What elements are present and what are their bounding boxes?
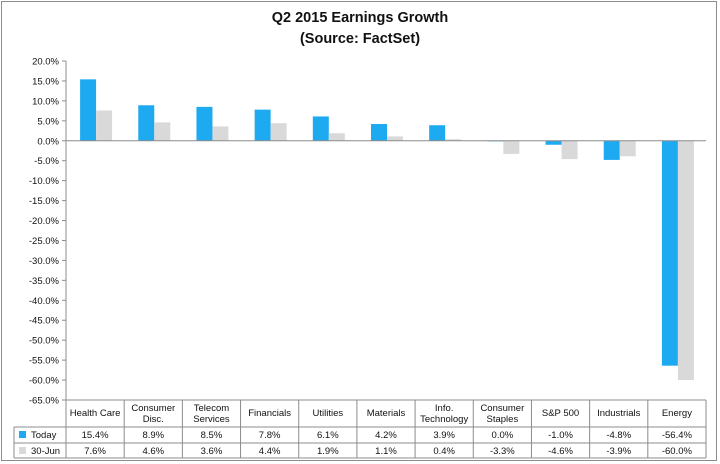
category-label: Industrials <box>597 408 641 419</box>
y-tick-label: 20.0% <box>32 57 59 68</box>
data-label: 7.6% <box>84 446 106 457</box>
data-label: 0.4% <box>433 446 455 457</box>
bar-today <box>196 106 213 141</box>
data-label: -60.0% <box>662 446 693 457</box>
bar-today <box>545 140 562 145</box>
y-tick-label: -10.0% <box>29 176 60 187</box>
chart-subtitle: (Source: FactSet) <box>299 31 421 47</box>
bar-30-jun <box>96 110 113 141</box>
data-label: 3.9% <box>433 430 455 441</box>
y-tick-label: -20.0% <box>29 216 60 227</box>
category-label: S&P 500 <box>542 408 579 419</box>
y-tick-label: -55.0% <box>29 356 60 367</box>
y-tick-label: -65.0% <box>29 396 60 407</box>
category-label: Telecom Services <box>193 403 230 425</box>
legend-label: Today <box>31 430 57 441</box>
y-tick-label: -60.0% <box>29 376 60 387</box>
data-label: 4.2% <box>375 430 397 441</box>
data-label: -1.0% <box>548 430 573 441</box>
data-label: 4.6% <box>142 446 164 457</box>
bar-30-jun <box>154 122 171 141</box>
legend-swatch <box>19 447 26 454</box>
bar-30-jun <box>387 136 403 141</box>
y-tick-label: -25.0% <box>29 236 60 247</box>
data-label: 8.9% <box>142 430 164 441</box>
bar-30-jun <box>561 140 578 160</box>
y-tick-label: 10.0% <box>32 96 59 107</box>
bar-today <box>254 109 271 141</box>
data-label: 15.4% <box>82 430 109 441</box>
data-label: 0.0% <box>492 430 514 441</box>
y-tick-label: -40.0% <box>29 296 60 307</box>
bar-30-jun <box>619 140 636 157</box>
data-label: 1.9% <box>317 446 339 457</box>
bar-today <box>80 79 97 141</box>
y-tick-label: -35.0% <box>29 276 60 287</box>
category-label: Info. Technology <box>420 403 468 425</box>
y-tick-label: -30.0% <box>29 256 60 267</box>
bar-30-jun <box>328 133 345 141</box>
category-label: Utilities <box>313 408 344 419</box>
bar-30-jun <box>445 139 462 141</box>
y-tick-label: 0.0% <box>37 136 59 147</box>
bar-30-jun <box>212 126 229 141</box>
category-label: Energy <box>662 408 692 419</box>
category-label: Health Care <box>70 408 121 419</box>
legend-swatch <box>19 431 26 438</box>
bar-today <box>661 140 678 366</box>
data-label: 3.6% <box>201 446 223 457</box>
y-tick-label: 5.0% <box>37 116 59 127</box>
bar-today <box>138 105 155 141</box>
bar-today <box>312 116 329 141</box>
data-label: 8.5% <box>201 430 223 441</box>
data-label: -56.4% <box>662 430 693 441</box>
legend-label: 30-Jun <box>31 446 60 457</box>
y-tick-label: -15.0% <box>29 196 60 207</box>
chart-title: Q2 2015 Earnings Growth <box>271 10 449 26</box>
y-tick-label: -5.0% <box>34 156 59 167</box>
bar-30-jun <box>503 140 520 154</box>
y-tick-label: -50.0% <box>29 336 60 347</box>
category-label: Consumer Staples <box>480 403 524 425</box>
data-label: 4.4% <box>259 446 281 457</box>
data-label: -4.6% <box>548 446 573 457</box>
bar-30-jun <box>270 123 287 141</box>
bar-today <box>371 124 387 141</box>
category-label: Financials <box>248 408 291 419</box>
data-label: 6.1% <box>317 430 339 441</box>
y-tick-label: -45.0% <box>29 316 60 327</box>
category-label: Materials <box>367 408 406 419</box>
data-label: 1.1% <box>375 446 397 457</box>
bar-today <box>603 140 620 160</box>
data-label: 7.8% <box>259 430 281 441</box>
data-label: -3.9% <box>606 446 631 457</box>
category-label: Consumer Disc. <box>131 403 175 425</box>
data-label: -4.8% <box>606 430 631 441</box>
data-label: -3.3% <box>490 446 515 457</box>
bar-30-jun <box>677 140 694 381</box>
y-tick-label: 15.0% <box>32 76 59 87</box>
bar-today <box>429 125 446 141</box>
